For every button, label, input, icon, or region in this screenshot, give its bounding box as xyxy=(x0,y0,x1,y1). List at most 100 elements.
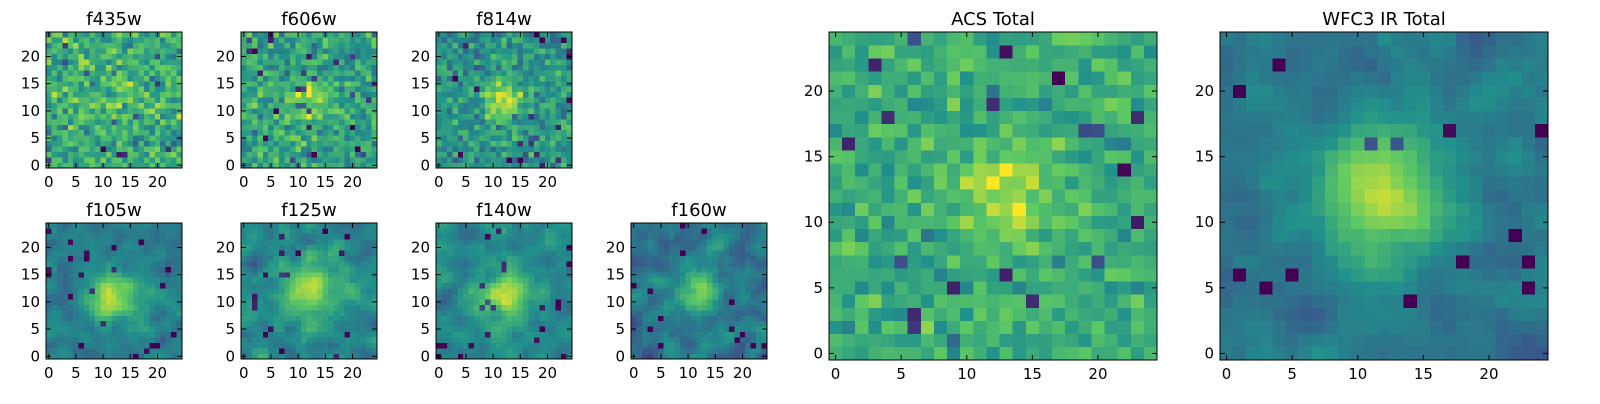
heatmap-cell xyxy=(285,135,291,141)
heatmap-cell xyxy=(177,305,183,311)
heatmap-cell xyxy=(685,299,691,305)
heatmap-cell xyxy=(691,245,697,251)
heatmap-cell xyxy=(252,272,258,278)
heatmap-cell xyxy=(734,228,740,234)
x-tick-label: 20 xyxy=(343,173,362,191)
heatmap-cell xyxy=(79,305,85,311)
heatmap-cell xyxy=(51,315,57,321)
heatmap-cell xyxy=(62,37,68,43)
heatmap-cell xyxy=(344,76,350,82)
heatmap-cell xyxy=(518,321,524,327)
heatmap-cell xyxy=(62,81,68,87)
heatmap-cell xyxy=(100,326,106,332)
heatmap-cell xyxy=(257,54,263,60)
heatmap-cell xyxy=(947,229,960,242)
heatmap-cell xyxy=(881,334,894,347)
heatmap-cell xyxy=(323,86,329,92)
heatmap-cell xyxy=(333,54,339,60)
heatmap-cell xyxy=(458,141,464,147)
heatmap-cell xyxy=(756,272,762,278)
heatmap-cell xyxy=(507,97,513,103)
heatmap-cell xyxy=(122,283,128,289)
heatmap-cell xyxy=(534,54,540,60)
heatmap-cell xyxy=(474,326,480,332)
heatmap-cell xyxy=(84,32,90,38)
heatmap-cell xyxy=(306,130,312,136)
heatmap-cell xyxy=(485,70,491,76)
heatmap-cell xyxy=(669,343,675,349)
heatmap-cell xyxy=(713,343,719,349)
heatmap-cell xyxy=(723,305,729,311)
heatmap-cell xyxy=(436,65,442,71)
heatmap-cell xyxy=(177,37,183,43)
heatmap-cell xyxy=(323,256,329,262)
x-tick-label: 5 xyxy=(266,173,276,191)
heatmap-cell xyxy=(1000,242,1013,255)
heatmap-cell xyxy=(68,261,74,267)
heatmap-cell xyxy=(122,288,128,294)
heatmap-cell xyxy=(539,163,545,169)
heatmap-cell xyxy=(696,234,702,240)
heatmap-cell xyxy=(631,321,637,327)
heatmap-cell xyxy=(463,337,469,343)
heatmap-cell xyxy=(480,245,486,251)
heatmap-cell xyxy=(344,81,350,87)
heatmap-cell xyxy=(881,294,894,307)
heatmap-cell xyxy=(441,332,447,338)
heatmap-cell xyxy=(279,86,285,92)
heatmap-cell xyxy=(436,348,442,354)
heatmap-cell xyxy=(762,223,768,229)
heatmap-cell xyxy=(539,228,545,234)
heatmap-cell xyxy=(344,114,350,120)
heatmap-cell xyxy=(729,299,735,305)
heatmap-cell xyxy=(518,315,524,321)
heatmap-cell xyxy=(79,256,85,262)
heatmap-cell xyxy=(144,124,150,130)
heatmap-cell xyxy=(372,141,378,147)
heatmap-cell xyxy=(344,310,350,316)
heatmap-cell xyxy=(312,277,318,283)
heatmap-cell xyxy=(323,228,329,234)
heatmap-cell xyxy=(257,76,263,82)
heatmap-cell xyxy=(480,343,486,349)
heatmap-cell xyxy=(350,119,356,125)
heatmap-cell xyxy=(149,245,155,251)
heatmap-cell xyxy=(496,310,502,316)
heatmap-cell xyxy=(279,141,285,147)
heatmap-cell xyxy=(539,272,545,278)
heatmap-cell xyxy=(111,272,117,278)
heatmap-cell xyxy=(539,43,545,49)
heatmap-cell xyxy=(631,288,637,294)
heatmap-cell xyxy=(138,81,144,87)
heatmap-cell xyxy=(263,283,269,289)
heatmap-cell xyxy=(691,267,697,273)
heatmap-cell xyxy=(241,76,247,82)
heatmap-cell xyxy=(263,239,269,245)
heatmap-cell xyxy=(1144,203,1157,216)
heatmap-cell xyxy=(490,81,496,87)
heatmap-cell xyxy=(447,86,453,92)
heatmap-cell xyxy=(1091,176,1104,189)
heatmap-cell xyxy=(452,65,458,71)
heatmap-cell xyxy=(1039,308,1052,321)
heatmap-cell xyxy=(528,103,534,109)
heatmap-cell xyxy=(306,305,312,311)
heatmap-cell xyxy=(122,234,128,240)
heatmap-cell xyxy=(246,37,252,43)
heatmap-cell xyxy=(252,157,258,163)
heatmap-cell xyxy=(947,268,960,281)
heatmap-cell xyxy=(51,332,57,338)
heatmap-cell xyxy=(312,97,318,103)
heatmap-cell xyxy=(751,305,757,311)
heatmap-cell xyxy=(1105,203,1118,216)
heatmap-cell xyxy=(51,283,57,289)
heatmap-cell xyxy=(274,119,280,125)
heatmap-cell xyxy=(691,348,697,354)
heatmap-cell xyxy=(128,43,134,49)
heatmap-cell xyxy=(512,348,518,354)
heatmap-cell xyxy=(274,146,280,152)
heatmap-cell xyxy=(79,70,85,76)
heatmap-cell xyxy=(323,65,329,71)
heatmap-cell xyxy=(658,305,664,311)
heatmap-cell xyxy=(642,277,648,283)
